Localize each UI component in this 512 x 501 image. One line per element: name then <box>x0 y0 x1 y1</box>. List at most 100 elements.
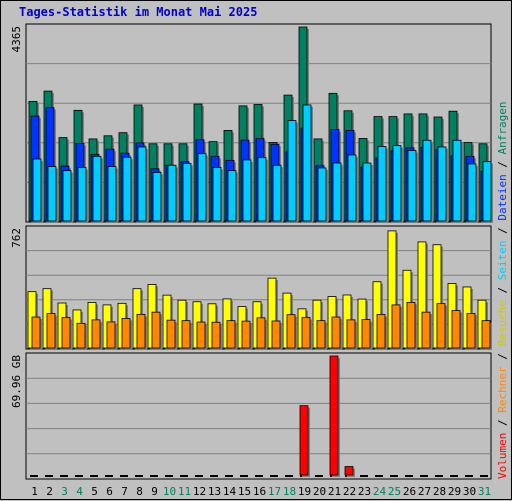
bar-seiten-day-11 <box>182 163 192 222</box>
x-tick-label-day-24: 24 <box>373 485 387 498</box>
bar-rechner-day-15 <box>241 320 251 349</box>
x-tick-label-day-13: 13 <box>208 485 221 498</box>
bar-rechner-day-14 <box>226 320 236 349</box>
bar-seiten-day-21 <box>332 162 342 222</box>
volume-baseline-day-20 <box>315 475 323 477</box>
x-tick-label-day-10: 10 <box>163 485 176 498</box>
bar-rechner-day-19 <box>301 317 311 349</box>
bar-seiten-day-3 <box>62 170 72 222</box>
x-tick-label-day-6: 6 <box>106 485 113 498</box>
bar-rechner-day-21 <box>331 316 341 349</box>
bar-seiten-day-31 <box>482 161 492 222</box>
bar-seiten-day-8 <box>137 146 147 222</box>
legend-separator: / <box>496 280 509 300</box>
bar-rechner-day-16 <box>256 317 266 349</box>
volume-baseline-day-26 <box>405 475 413 477</box>
x-tick-label-day-4: 4 <box>76 485 83 498</box>
x-tick-label-day-12: 12 <box>193 485 206 498</box>
bar-seiten-day-29 <box>452 139 462 222</box>
legend-separator: / <box>496 221 509 241</box>
bar-seiten-day-16 <box>257 157 267 222</box>
volume-baseline-day-27 <box>420 475 428 477</box>
volume-baseline-day-10 <box>165 475 173 477</box>
bar-seiten-day-6 <box>107 166 117 222</box>
bar-seiten-day-7 <box>122 156 132 222</box>
bar-rechner-day-9 <box>151 311 161 349</box>
bar-volumen-day-19 <box>299 405 309 476</box>
x-tick-label-day-2: 2 <box>46 485 53 498</box>
volume-baseline-day-24 <box>375 475 383 477</box>
legend-item-dateien: Dateien <box>496 174 509 220</box>
bar-rechner-day-22 <box>346 319 356 349</box>
bar-rechner-day-7 <box>121 318 131 349</box>
x-tick-label-day-7: 7 <box>121 485 128 498</box>
y-axis-max-label-bottom: 69.96 GB <box>10 355 23 408</box>
x-tick-label-day-3: 3 <box>61 485 68 498</box>
volume-baseline-day-2 <box>45 475 53 477</box>
bar-seiten-day-5 <box>92 155 102 222</box>
volume-baseline-day-15 <box>240 475 248 477</box>
x-tick-label-day-28: 28 <box>433 485 446 498</box>
x-tick-label-day-15: 15 <box>238 485 251 498</box>
volume-baseline-day-28 <box>435 475 443 477</box>
bar-volumen-day-22 <box>344 466 354 476</box>
x-tick-label-day-22: 22 <box>343 485 356 498</box>
bar-rechner-day-20 <box>316 320 326 349</box>
bar-seiten-day-2 <box>47 166 57 222</box>
bar-seiten-day-26 <box>407 150 417 222</box>
volume-baseline-day-4 <box>75 475 83 477</box>
x-tick-label-day-23: 23 <box>358 485 371 498</box>
bar-seiten-day-17 <box>272 164 282 222</box>
bar-rechner-day-8 <box>136 313 146 349</box>
y-axis-max-label-top: 4365 <box>10 26 23 53</box>
volume-baseline-day-29 <box>450 475 458 477</box>
bar-seiten-day-18 <box>287 120 297 222</box>
bar-rechner-day-29 <box>451 310 461 349</box>
bar-rechner-day-28 <box>436 303 446 349</box>
bar-rechner-day-12 <box>196 321 206 349</box>
x-tick-label-day-17: 17 <box>268 485 281 498</box>
legend-separator: / <box>496 154 509 174</box>
volume-baseline-day-31 <box>480 475 488 477</box>
bar-rechner-day-11 <box>181 320 191 349</box>
volume-baseline-day-3 <box>60 475 68 477</box>
bar-seiten-day-22 <box>347 154 357 222</box>
panel-bottom <box>25 352 492 480</box>
x-tick-label-day-11: 11 <box>178 485 191 498</box>
volume-baseline-day-8 <box>135 475 143 477</box>
bar-seiten-day-1 <box>32 158 42 222</box>
x-tick-label-day-29: 29 <box>448 485 461 498</box>
volume-baseline-day-7 <box>120 475 128 477</box>
bar-seiten-day-24 <box>377 146 387 222</box>
x-tick-label-day-31: 31 <box>478 485 491 498</box>
x-tick-label-day-26: 26 <box>403 485 416 498</box>
bar-rechner-day-18 <box>286 314 296 349</box>
bar-seiten-day-27 <box>422 139 432 222</box>
bar-rechner-day-30 <box>466 313 476 349</box>
x-tick-label-day-27: 27 <box>418 485 431 498</box>
bar-rechner-day-6 <box>106 321 116 349</box>
legend-item-seiten: Seiten <box>496 241 509 281</box>
volume-baseline-day-16 <box>255 475 263 477</box>
bar-seiten-day-12 <box>197 153 207 222</box>
x-tick-label-day-20: 20 <box>313 485 326 498</box>
bar-rechner-day-5 <box>91 319 101 349</box>
bar-seiten-day-23 <box>362 162 372 222</box>
bar-rechner-day-1 <box>31 316 41 349</box>
x-tick-label-day-9: 9 <box>151 485 158 498</box>
volume-baseline-day-1 <box>30 475 38 477</box>
legend-item-volumen: Volumen <box>496 433 509 479</box>
x-tick-label-day-25: 25 <box>388 485 401 498</box>
bar-seiten-day-28 <box>437 146 447 222</box>
bar-rechner-day-13 <box>211 321 221 349</box>
bar-seiten-day-25 <box>392 145 402 222</box>
bar-rechner-day-4 <box>76 322 86 349</box>
bar-seiten-day-4 <box>77 167 87 222</box>
volume-baseline-day-12 <box>195 475 203 477</box>
x-tick-label-day-5: 5 <box>91 485 98 498</box>
bar-rechner-day-2 <box>46 313 56 349</box>
x-tick-label-day-1: 1 <box>31 485 38 498</box>
volume-baseline-day-30 <box>465 475 473 477</box>
